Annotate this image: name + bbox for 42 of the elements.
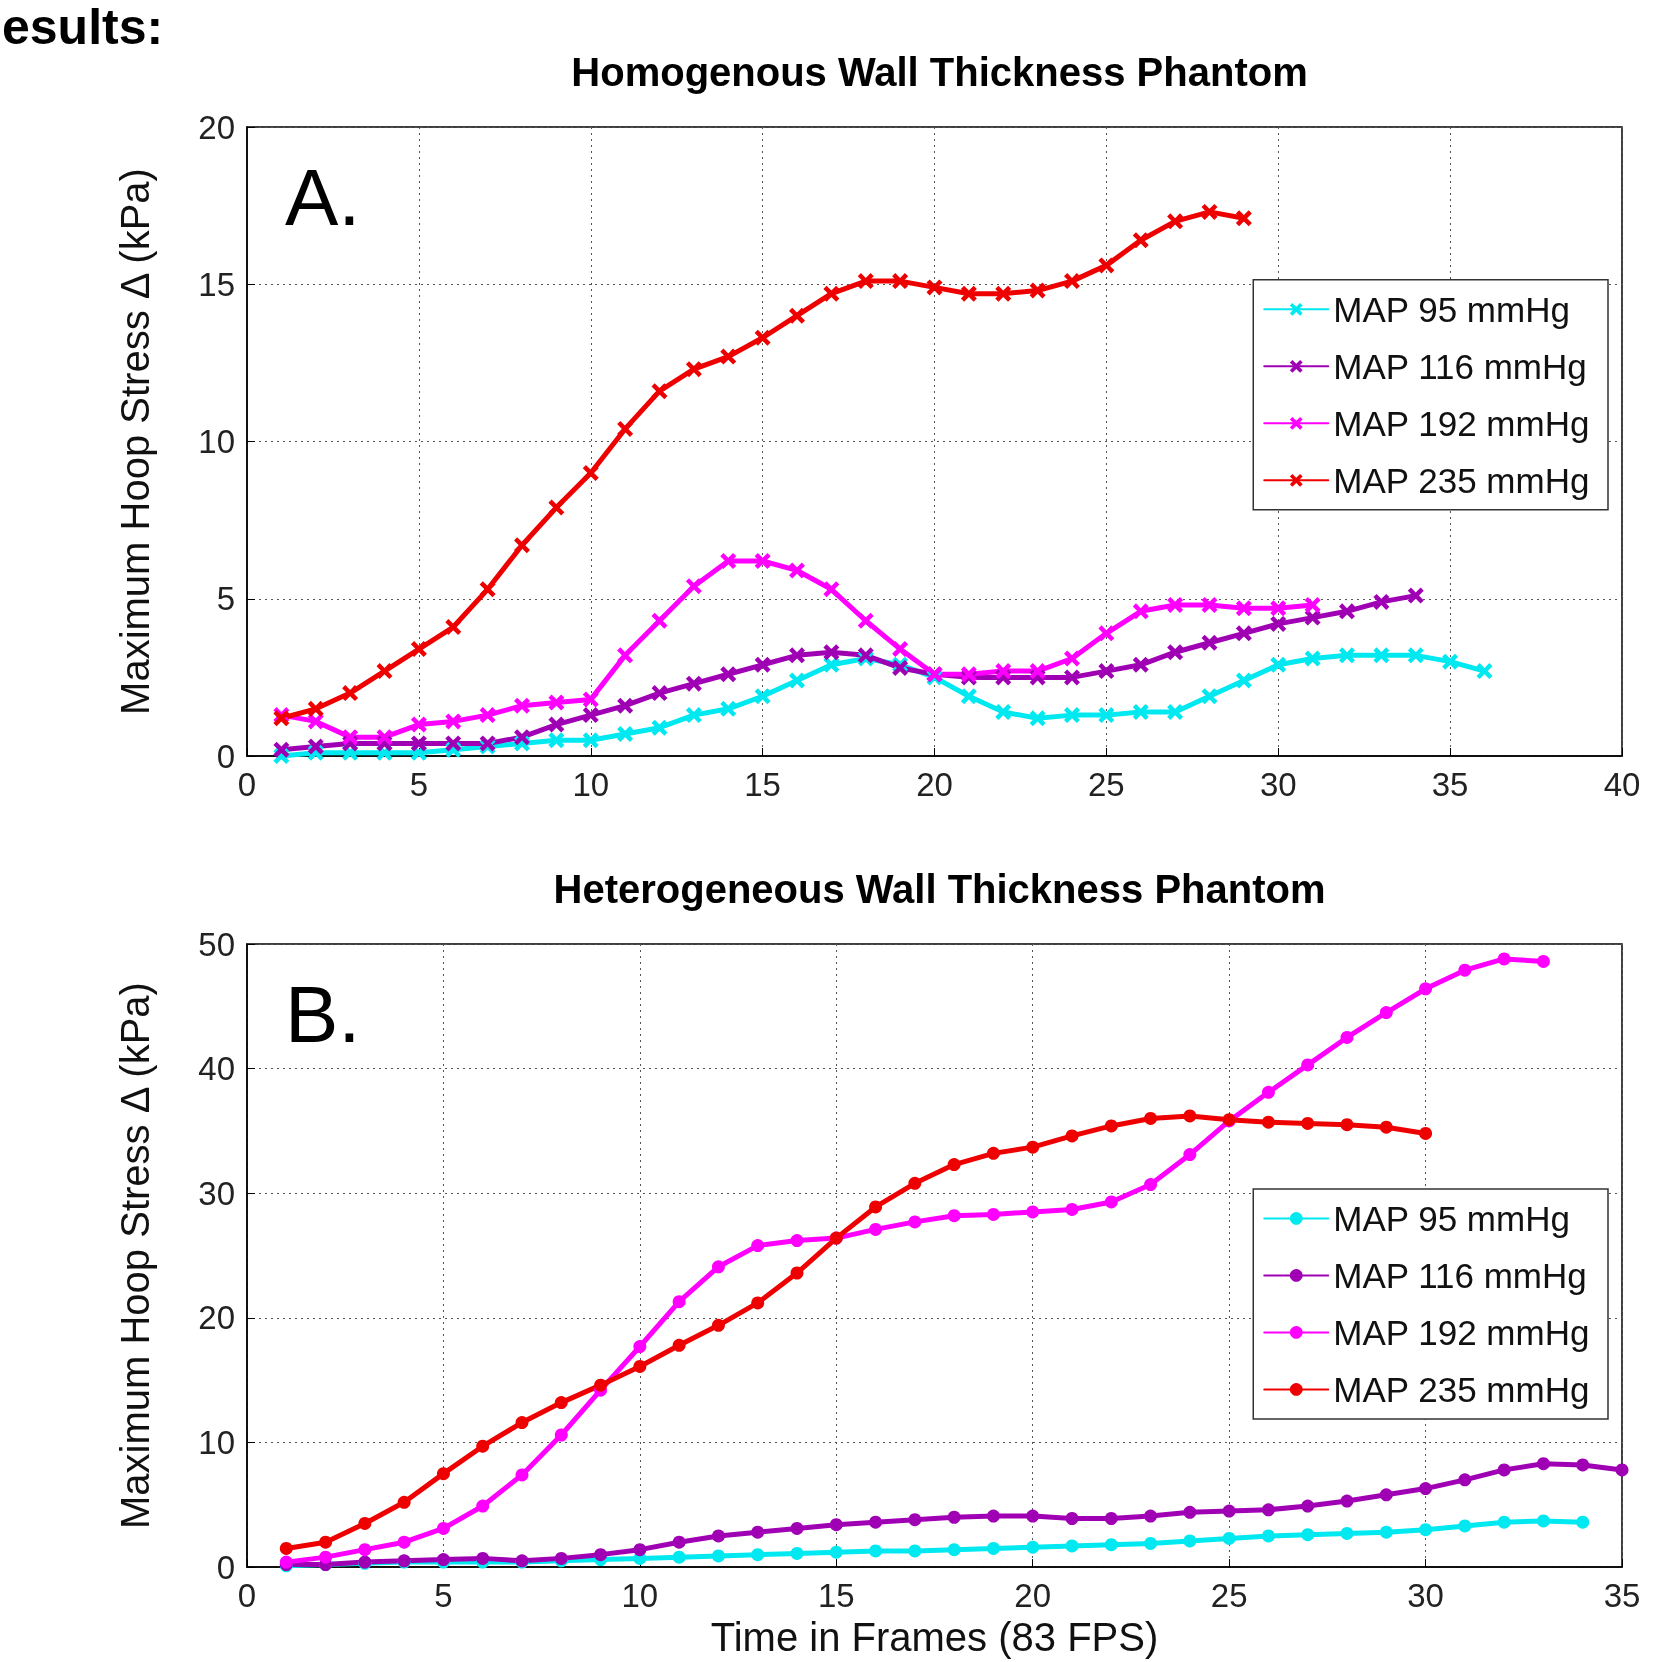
y-axis-title: Maximum Hoop Stress Δ (kPa): [113, 168, 157, 715]
legend-label: MAP 192 mmHg: [1333, 1312, 1590, 1352]
legend-label: MAP 116 mmHg: [1333, 1255, 1587, 1295]
y-tick-label: 5: [216, 580, 235, 618]
legend-label: MAP 116 mmHg: [1333, 346, 1587, 386]
chart-title: Homogenous Wall Thickness Phantom: [571, 50, 1308, 94]
chart-title: Heterogeneous Wall Thickness Phantom: [553, 867, 1326, 911]
text: esults:: [2, 0, 164, 55]
x-tick-label: 35: [1431, 766, 1469, 803]
y-tick-label: 50: [198, 925, 235, 963]
legend-label: MAP 95 mmHg: [1333, 1198, 1570, 1238]
x-tick-label: 20: [1014, 1577, 1052, 1615]
x-tick-label: 25: [1088, 766, 1125, 803]
x-tick-label: 35: [1603, 1577, 1641, 1615]
annotation: A.: [285, 152, 361, 242]
y-tick-label: 20: [198, 108, 235, 146]
y-tick-label: 40: [198, 1050, 235, 1088]
x-tick-label: 10: [621, 1577, 659, 1615]
x-tick-label: 25: [1210, 1577, 1248, 1615]
x-tick-label: 15: [817, 1577, 855, 1615]
y-axis-title: Maximum Hoop Stress Δ (kPa): [113, 982, 157, 1529]
x-tick-label: 10: [572, 766, 610, 803]
x-axis-title: Time in Frames (83 FPS): [710, 1615, 1159, 1659]
y-tick-label: 15: [198, 265, 235, 303]
annotation: B.: [285, 969, 361, 1059]
x-tick-label: 30: [1259, 766, 1297, 803]
x-tick-label: 40: [1603, 766, 1641, 803]
y-tick-label: 0: [216, 1548, 235, 1586]
x-tick-label: 5: [409, 766, 429, 803]
y-tick-label: 20: [198, 1299, 235, 1337]
x-tick-label: 20: [916, 766, 953, 803]
legend-label: MAP 192 mmHg: [1333, 403, 1590, 443]
y-tick-label: 10: [198, 1423, 235, 1461]
legend-label: MAP 95 mmHg: [1333, 289, 1570, 329]
y-tick-label: 30: [198, 1174, 235, 1212]
x-tick-label: 30: [1407, 1577, 1444, 1615]
y-tick-label: 0: [216, 737, 235, 775]
y-tick-label: 10: [198, 423, 235, 460]
legend-label: MAP 235 mmHg: [1333, 1369, 1590, 1409]
x-tick-label: 5: [434, 1577, 453, 1615]
legend-label: MAP 235 mmHg: [1333, 460, 1590, 500]
x-tick-label: 15: [744, 766, 781, 803]
